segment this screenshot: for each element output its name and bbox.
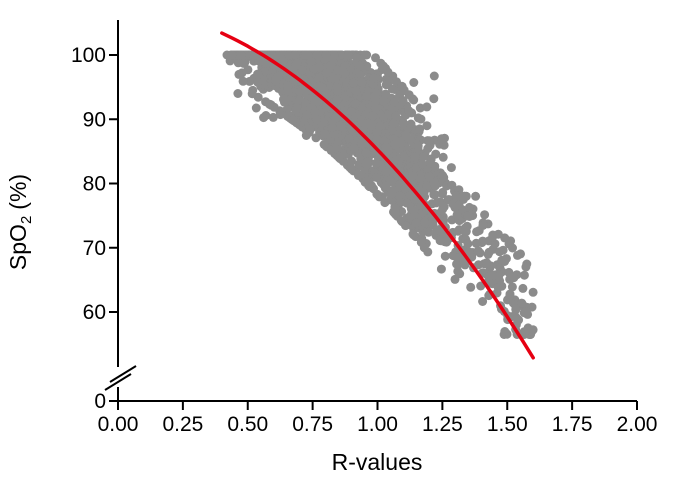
x-axis-title: R-values [332, 449, 423, 475]
scatter-series [222, 50, 538, 339]
y-zero-label: 0 [94, 390, 106, 413]
y-tick-label: 100 [71, 44, 106, 67]
fit-curve-line [220, 31, 535, 360]
y-tick-label: 60 [83, 301, 106, 324]
y-tick-label: 70 [83, 237, 106, 260]
y-axis-break-icon [104, 365, 137, 391]
x-tick-label: 0.00 [98, 413, 139, 436]
y-axis: 100 90 80 70 60 0 [71, 20, 119, 413]
y-tick-label: 90 [83, 108, 106, 131]
x-tick-label: 0.25 [162, 413, 203, 436]
break-slash [109, 365, 137, 383]
x-tick-label: 1.00 [357, 413, 398, 436]
x-tick-label: 2.00 [617, 413, 658, 436]
x-axis: 0.00 0.25 0.50 0.75 1.00 1.25 1.50 1.75 2.00 [98, 400, 658, 436]
x-tick-label: 0.75 [292, 413, 333, 436]
x-tick-label: 1.75 [552, 413, 593, 436]
x-tick-label: 1.25 [422, 413, 463, 436]
y-axis-title: SpO2(%) [5, 174, 35, 270]
break-slash [104, 373, 132, 391]
x-tick-label: 0.50 [227, 413, 268, 436]
x-tick-label: 1.50 [487, 413, 528, 436]
y-tick-label: 80 [83, 173, 106, 196]
